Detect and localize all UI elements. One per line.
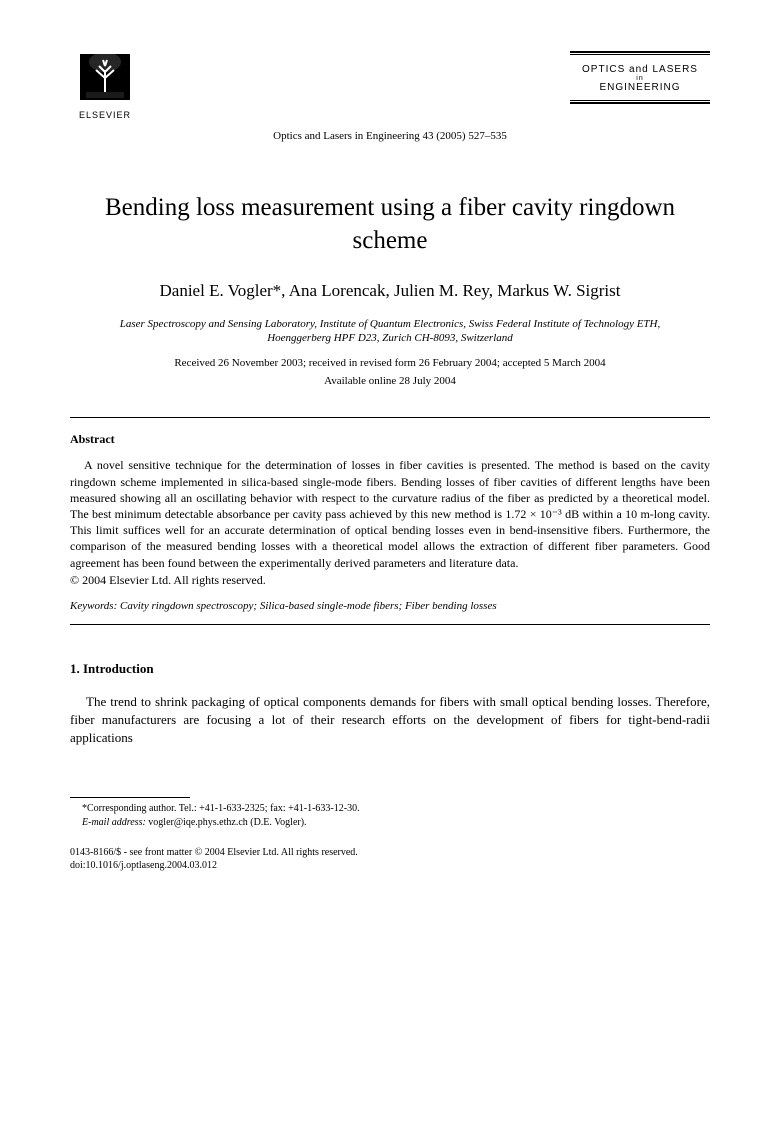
citation-line: Optics and Lasers in Engineering 43 (200… [70,130,710,142]
abstract-copyright: © 2004 Elsevier Ltd. All rights reserved… [70,573,710,588]
divider-top [70,417,710,418]
footer-block: 0143-8166/$ - see front matter © 2004 El… [70,846,710,872]
journal-name-line2: in [570,75,710,82]
divider-bottom [70,624,710,625]
header-row: ELSEVIER OPTICS and LASERS in ENGINEERIN… [70,50,710,120]
online-date: Available online 28 July 2004 [70,375,710,387]
footnote-separator [70,797,190,798]
publisher-name: ELSEVIER [70,110,140,120]
affiliation: Laser Spectroscopy and Sensing Laborator… [70,317,710,346]
keywords-text: Cavity ringdown spectroscopy; Silica-bas… [120,600,497,612]
footer-front-matter: 0143-8166/$ - see front matter © 2004 El… [70,846,710,859]
abstract-heading: Abstract [70,432,710,447]
journal-name-line1: OPTICS and LASERS [570,64,710,75]
keywords-label: Keywords: [70,600,117,612]
corresponding-author-footnote: *Corresponding author. Tel.: +41-1-633-2… [70,802,710,816]
received-dates: Received 26 November 2003; received in r… [70,357,710,369]
section-1-heading: 1. Introduction [70,661,710,677]
article-title: Bending loss measurement using a fiber c… [70,192,710,257]
authors-list: Daniel E. Vogler*, Ana Lorencak, Julien … [70,279,710,303]
intro-paragraph-1: The trend to shrink packaging of optical… [70,693,710,748]
journal-title-box: OPTICS and LASERS in ENGINEERING [570,50,710,105]
publisher-logo: ELSEVIER [70,50,140,120]
abstract-body: A novel sensitive technique for the dete… [70,457,710,570]
email-footnote: E-mail address: vogler@iqe.phys.ethz.ch … [70,816,710,830]
email-address: vogler@iqe.phys.ethz.ch (D.E. Vogler). [148,817,306,828]
journal-name-line3: ENGINEERING [570,82,710,93]
email-label: E-mail address: [82,817,146,828]
footer-doi: doi:10.1016/j.optlaseng.2004.03.012 [70,859,710,872]
keywords-line: Keywords: Cavity ringdown spectroscopy; … [70,600,710,612]
elsevier-tree-icon [76,50,134,108]
